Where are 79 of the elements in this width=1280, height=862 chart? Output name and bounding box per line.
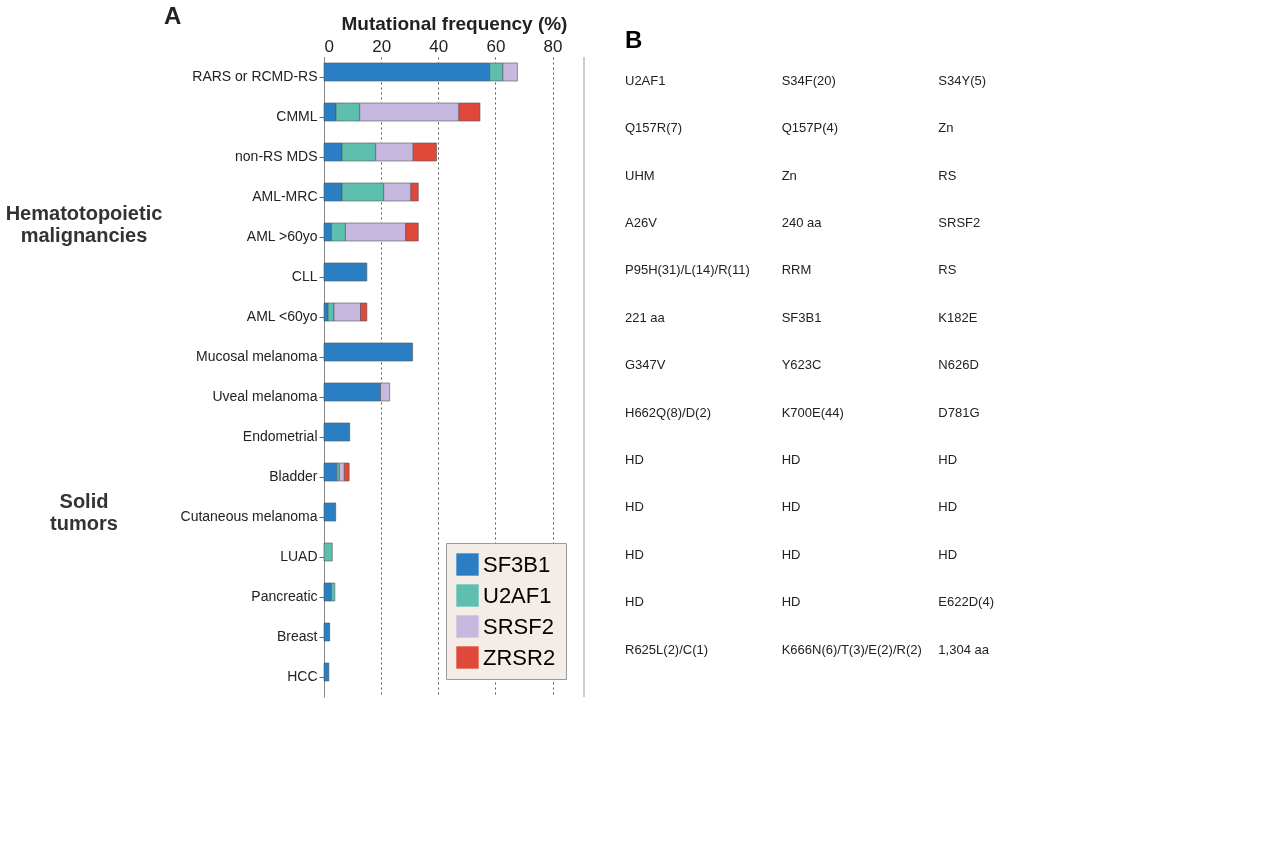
bar xyxy=(323,462,338,482)
text: G347V xyxy=(625,357,666,373)
y-tick-label: HCC xyxy=(287,668,318,684)
text: 240 aa xyxy=(781,214,823,230)
bar xyxy=(323,502,337,522)
bar xyxy=(323,662,330,682)
bar xyxy=(323,542,333,562)
text: R625L(2)/C(1) xyxy=(625,641,709,657)
y-tick-label: Pancreatic xyxy=(251,588,318,604)
text: Y623C xyxy=(781,357,822,373)
y-tick-label: Uveal melanoma xyxy=(212,388,318,404)
text: HD xyxy=(625,451,644,467)
legend-label: U2AF1 xyxy=(483,582,552,608)
text: HD xyxy=(781,546,801,562)
bar xyxy=(323,622,331,642)
y-tick-label: Breast xyxy=(277,628,318,644)
x-tick-label: 40 xyxy=(429,36,449,56)
text: Solid tumors xyxy=(50,489,118,534)
text: HD xyxy=(625,594,644,610)
text: U2AF1 xyxy=(625,72,666,88)
text: S34Y(5) xyxy=(938,72,987,88)
bar xyxy=(323,262,368,282)
text: SRSF2 xyxy=(938,214,981,230)
y-tick-label: Cutaneous melanoma xyxy=(180,508,318,524)
chart-title: A xyxy=(164,2,182,29)
text: HD xyxy=(781,451,801,467)
text: RS xyxy=(938,262,957,278)
y-tick-label: Endometrial xyxy=(242,428,318,444)
y-tick-label: AML >60yo xyxy=(246,228,318,244)
bar xyxy=(323,422,351,442)
legend-label: ZRSR2 xyxy=(483,644,556,670)
text: Q157R(7) xyxy=(625,120,683,136)
text: B xyxy=(625,26,643,53)
x-tick-label: 20 xyxy=(372,36,392,56)
y-tick-label: AML <60yo xyxy=(246,308,318,324)
text: RS xyxy=(938,167,957,183)
text: 1,304 aa xyxy=(938,641,990,657)
y-tick-label: CLL xyxy=(291,268,318,284)
text: N626D xyxy=(938,357,979,373)
text: HD xyxy=(938,499,958,515)
y-tick-label: non-RS MDS xyxy=(235,148,318,164)
text: HD xyxy=(938,546,958,562)
y-tick-label: RARS or RCMD-RS xyxy=(192,68,318,84)
y-tick-label: CMML xyxy=(276,108,318,124)
text: HD xyxy=(781,594,801,610)
y-tick-label: LUAD xyxy=(280,548,318,564)
text: Zn xyxy=(781,167,797,183)
text: HD xyxy=(625,499,644,515)
text: HD xyxy=(625,546,644,562)
x-tick-label: 60 xyxy=(486,36,506,56)
x-tick-label: 80 xyxy=(543,36,563,56)
bar xyxy=(323,582,332,602)
text: HD xyxy=(938,451,958,467)
text: RRM xyxy=(781,262,812,278)
bar xyxy=(343,462,350,482)
y-tick-label: Mucosal melanoma xyxy=(196,348,318,364)
bar xyxy=(323,302,329,322)
text: H662Q(8)/D(2) xyxy=(625,404,711,420)
y-tick-label: AML-MRC xyxy=(252,188,318,204)
legend-label: SF3B1 xyxy=(483,551,551,577)
text: Zn xyxy=(938,120,954,136)
legend-label: SRSF2 xyxy=(483,613,554,639)
x-tick-label: 0 xyxy=(324,36,334,56)
text: K666N(6)/T(3)/E(2)/R(2) xyxy=(781,641,922,657)
text: 221 aa xyxy=(625,309,666,325)
text: Hematotopoietic malignancies xyxy=(5,201,163,246)
text: K182E xyxy=(938,309,978,325)
text: UHM xyxy=(625,167,655,183)
text: E622D(4) xyxy=(938,594,994,610)
text: D781G xyxy=(938,404,980,420)
text: S34F(20) xyxy=(781,72,836,88)
x-axis-title: Mutational frequency (%) xyxy=(341,12,568,34)
y-tick-label: Bladder xyxy=(269,468,318,484)
text: A26V xyxy=(625,214,658,230)
text: Q157P(4) xyxy=(781,120,839,136)
text: P95H(31)/L(14)/R(11) xyxy=(625,262,750,278)
text: K700E(44) xyxy=(781,404,844,420)
text: SF3B1 xyxy=(781,309,822,325)
text: HD xyxy=(781,499,801,515)
